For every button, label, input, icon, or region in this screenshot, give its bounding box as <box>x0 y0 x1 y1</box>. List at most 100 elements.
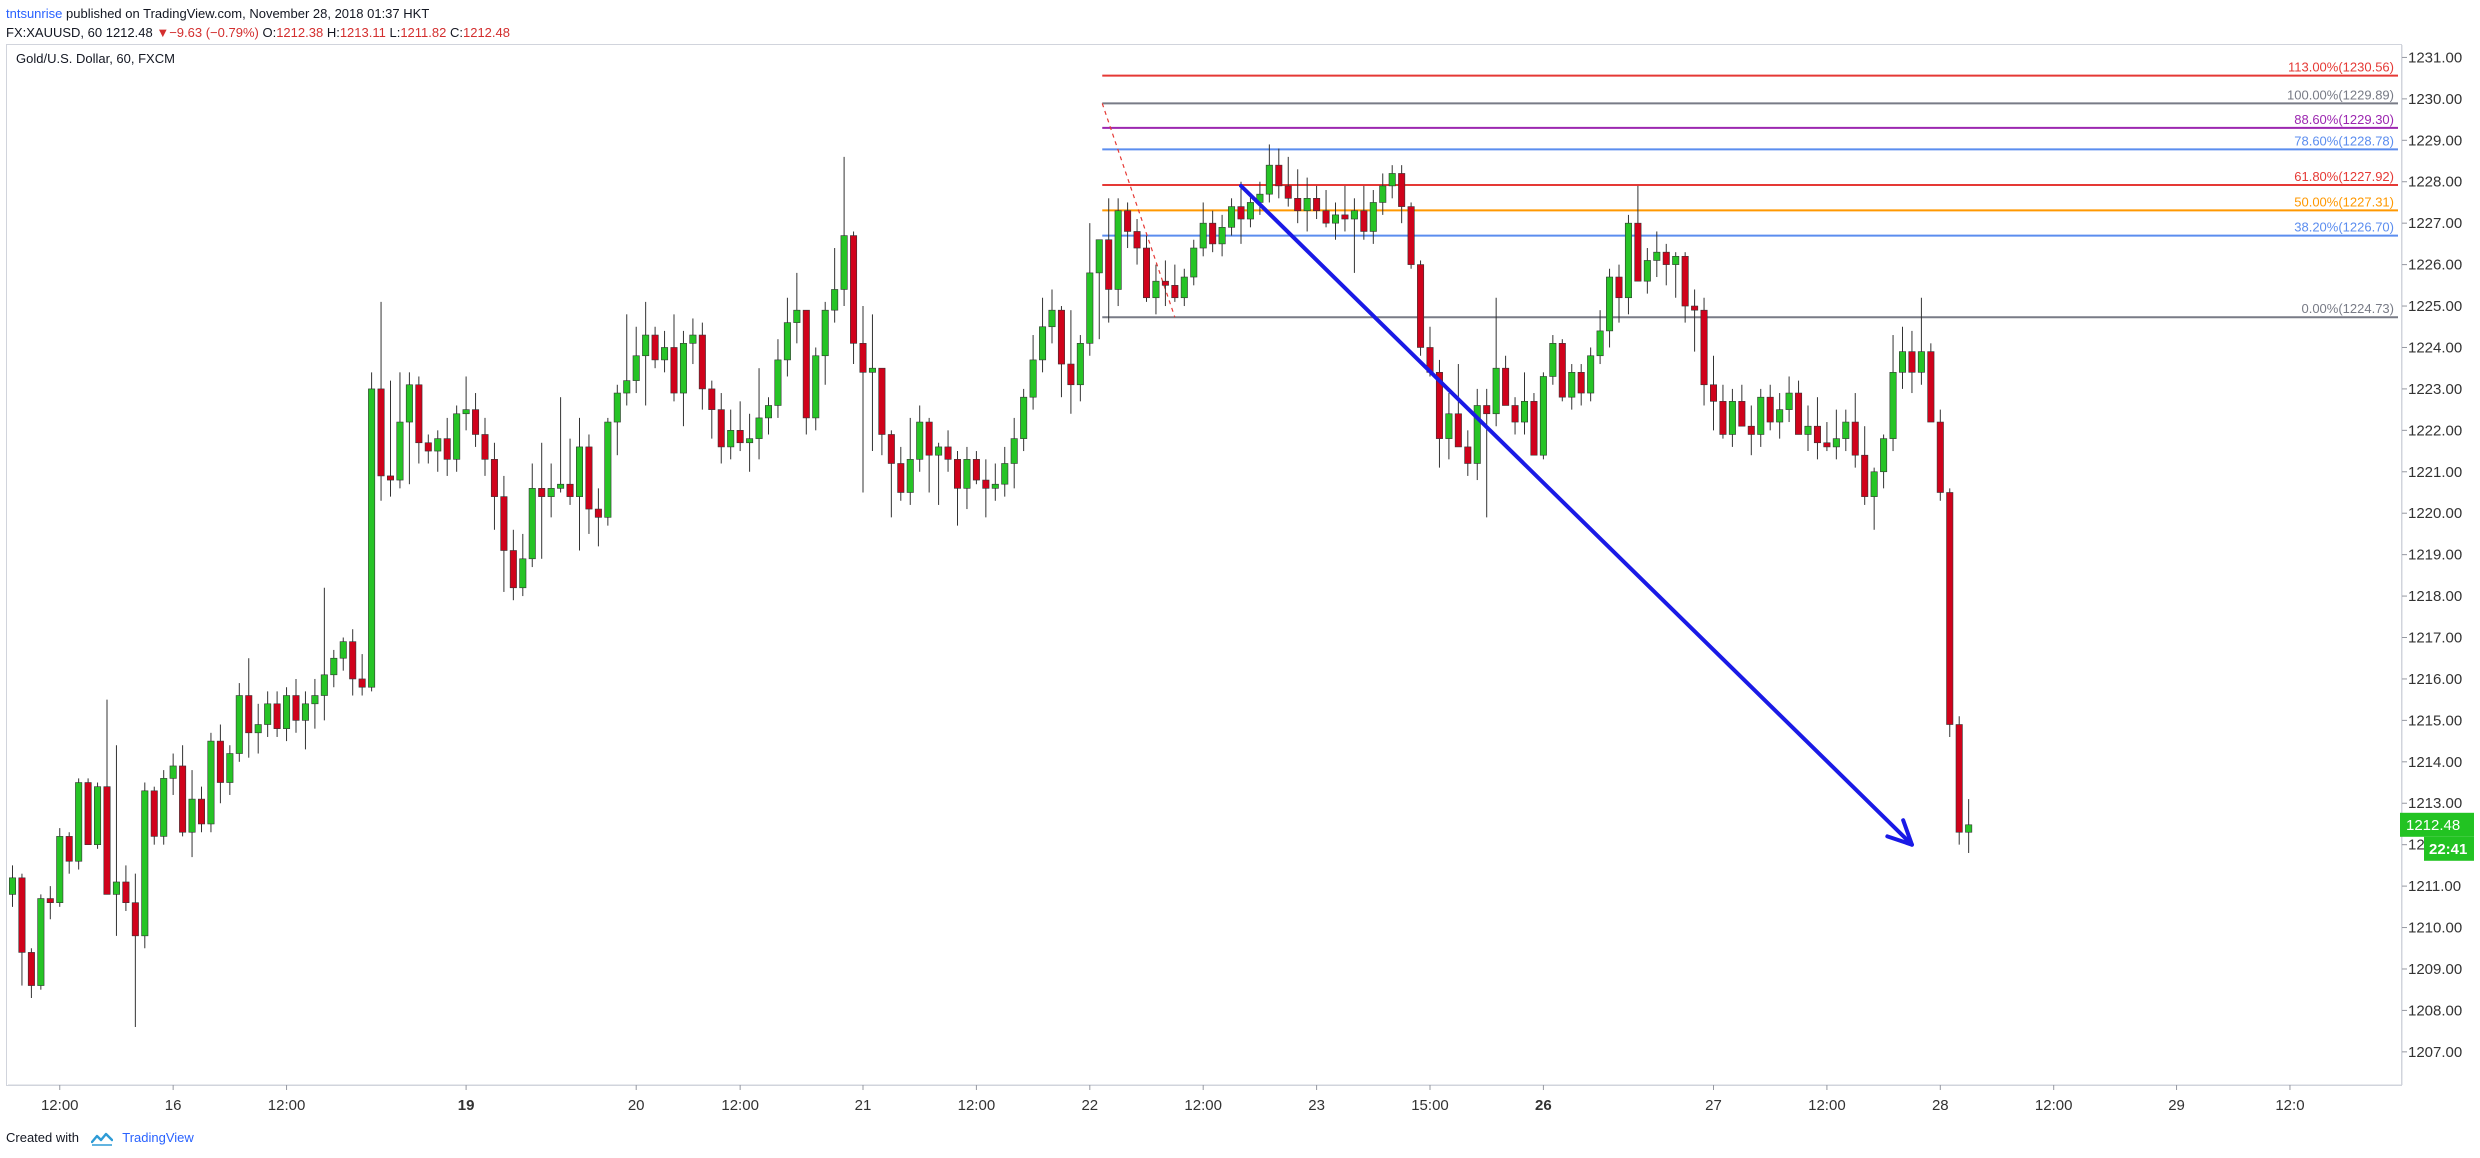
countdown-tag-bg <box>2424 836 2474 861</box>
fib-level-label: 100.00%(1229.89) <box>2287 87 2394 102</box>
fib-level-label: 78.60%(1228.78) <box>2294 133 2394 148</box>
candle <box>509 529 517 601</box>
price-tick-label: 1227.00 <box>2408 215 2462 232</box>
candle <box>216 724 224 804</box>
candle <box>405 372 413 485</box>
candle-body <box>1199 222 1207 249</box>
fib-level-label: 38.20%(1226.70) <box>2294 220 2394 235</box>
candle <box>1086 223 1094 356</box>
candle <box>1927 343 1935 423</box>
candle-body <box>386 475 394 481</box>
candle <box>623 314 631 406</box>
candle-body <box>1407 206 1415 265</box>
candle-body <box>1511 405 1519 423</box>
candle <box>538 442 546 559</box>
candle <box>1398 165 1406 224</box>
candle-body <box>887 434 895 464</box>
candle-body <box>575 446 583 497</box>
candle-body <box>1246 202 1254 220</box>
candle <box>1133 219 1141 265</box>
price-tick-label: 1216.00 <box>2408 671 2462 688</box>
author-link[interactable]: tntsunrise <box>6 6 63 21</box>
candle <box>689 318 697 365</box>
header-bar: tntsunrise published on TradingView.com,… <box>6 4 2466 42</box>
candle <box>1360 185 1368 240</box>
candle-body <box>1228 206 1236 228</box>
candle <box>1407 202 1415 269</box>
candle-body <box>1738 401 1746 427</box>
price-tick-label: 1230.00 <box>2408 91 2462 108</box>
candle <box>424 434 432 464</box>
candle-body <box>1832 438 1840 448</box>
trend-arrow <box>1239 183 1914 847</box>
candle-body <box>1908 351 1916 373</box>
candle <box>283 687 291 742</box>
candle <box>235 683 243 762</box>
candle-body <box>1010 438 1018 464</box>
trend-arrow-head <box>1885 818 1914 847</box>
candle <box>1757 388 1765 447</box>
candle-body <box>46 898 54 903</box>
candle-body <box>1171 285 1179 299</box>
price-tick-label: 1224.00 <box>2408 339 2462 356</box>
time-tick-label: 26 <box>1535 1097 1552 1114</box>
candle-body <box>1492 367 1500 415</box>
candle-body <box>112 881 120 895</box>
candle-body <box>679 343 687 394</box>
candle <box>1464 430 1472 476</box>
candle-body <box>103 786 111 895</box>
candle <box>1766 384 1774 431</box>
tradingview-link[interactable]: TradingView <box>122 1130 194 1145</box>
candle <box>150 786 158 845</box>
candle-body <box>698 334 706 390</box>
candle <box>9 865 17 907</box>
candle-body <box>37 898 45 986</box>
candle-body <box>1388 173 1396 187</box>
candle <box>1785 376 1793 423</box>
candle-body <box>1719 401 1727 435</box>
candle-body <box>1435 372 1443 439</box>
candle <box>1332 202 1340 240</box>
candle <box>1615 264 1623 323</box>
time-tick-label: 12:00 <box>268 1097 306 1114</box>
candle <box>831 248 839 323</box>
candle-body <box>764 405 772 419</box>
time-tick-label: 16 <box>165 1097 182 1114</box>
candle-body <box>632 355 640 381</box>
price-tick-label: 1219.00 <box>2408 547 2462 564</box>
candle <box>27 948 35 998</box>
candle-body <box>283 695 291 729</box>
time-tick-label: 22 <box>1081 1097 1098 1114</box>
candle-body <box>264 703 272 725</box>
candle-body <box>1785 392 1793 410</box>
candle-body <box>1596 330 1604 357</box>
candle-body <box>916 421 924 460</box>
candle <box>1379 173 1387 215</box>
candle-body <box>330 657 338 676</box>
price-tick-label: 1220.00 <box>2408 505 2462 522</box>
candle-body <box>1294 198 1302 212</box>
time-axis: 12:00 16 12:00 19 20 12:00 21 12:00 22 12:00 23 15:… <box>8 1084 2402 1114</box>
candle-body <box>755 417 763 439</box>
candle <box>1965 799 1973 853</box>
candle-body <box>774 359 782 406</box>
candle <box>368 372 376 692</box>
candle <box>1747 405 1755 456</box>
candle <box>1284 156 1292 207</box>
candle <box>859 306 867 493</box>
candle <box>1587 347 1595 402</box>
candle <box>746 413 754 472</box>
candle <box>1908 330 1916 394</box>
candle-body <box>982 479 990 489</box>
candle <box>1700 297 1708 406</box>
candle <box>396 372 404 489</box>
candle-body <box>708 388 716 410</box>
price-tick-label: 1218.00 <box>2408 588 2462 605</box>
candle <box>698 322 706 410</box>
candle-body <box>1133 231 1141 249</box>
price-tick-label: 1221.00 <box>2408 464 2462 481</box>
candle-body <box>1218 227 1226 245</box>
candle-body <box>906 459 914 493</box>
candle-body <box>1681 256 1689 307</box>
